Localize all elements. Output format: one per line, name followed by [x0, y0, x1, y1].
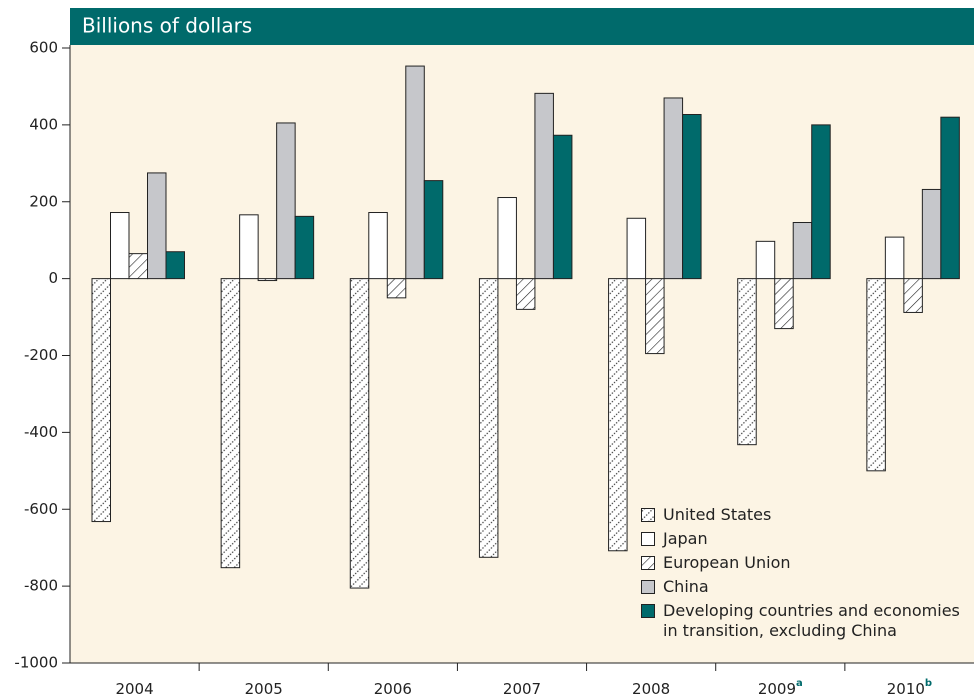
bar [608, 278, 628, 552]
y-tick-label: -400 [24, 423, 58, 441]
bar [349, 278, 370, 589]
bar [866, 278, 886, 472]
legend-label: United States [663, 505, 772, 524]
y-tick-label: 600 [29, 39, 58, 57]
bar [165, 251, 185, 280]
legend-item: Japan [641, 529, 974, 549]
legend-label: Developing countries and economies in tr… [663, 601, 960, 640]
bar [921, 188, 942, 280]
bar [682, 113, 702, 280]
x-tick-label: 2005 [245, 680, 283, 698]
category-note: a [796, 678, 803, 689]
category-label: 2010 [887, 680, 925, 698]
bar [737, 278, 757, 446]
bar [405, 65, 425, 280]
bar [645, 278, 665, 355]
category-label: 2004 [115, 680, 153, 698]
bar [626, 217, 647, 280]
x-tick-label: 2008 [632, 680, 670, 698]
bar [147, 172, 167, 280]
bar [276, 122, 296, 280]
legend: United States Japan European Union China Dev… [641, 505, 974, 645]
legend-swatch [641, 508, 655, 522]
legend-item: United States [641, 505, 974, 525]
legend-item: China [641, 577, 974, 597]
legend-swatch [641, 556, 655, 570]
bar [534, 92, 554, 280]
y-tick-label: -200 [24, 346, 58, 364]
chart-title: Billions of dollars [82, 14, 252, 38]
bar [423, 180, 444, 280]
category-label: 2005 [245, 680, 283, 698]
bar [91, 278, 111, 523]
category-label: 2007 [503, 680, 541, 698]
bar [239, 214, 259, 280]
bar [811, 124, 831, 280]
y-tick-label: -1000 [14, 654, 58, 672]
legend-label: China [663, 577, 709, 596]
y-tick-label: 200 [29, 192, 58, 210]
legend-swatch [641, 532, 655, 546]
legend-swatch [641, 580, 655, 594]
bar [220, 278, 241, 569]
y-tick-label: -800 [24, 577, 58, 595]
legend-item: Developing countries and economies in tr… [641, 601, 974, 641]
bar [294, 215, 315, 280]
legend-label: Japan [663, 529, 708, 548]
bar [110, 212, 130, 280]
legend-label: European Union [663, 553, 791, 572]
bar [515, 278, 536, 310]
category-label: 2008 [632, 680, 670, 698]
bar [386, 278, 407, 299]
x-tick-label: 2009a [758, 678, 803, 698]
bar [368, 212, 388, 280]
legend-swatch [641, 604, 655, 618]
x-tick-label: 2004 [115, 680, 153, 698]
x-tick-label: 2007 [503, 680, 541, 698]
bar [497, 197, 517, 280]
bar [257, 278, 278, 282]
legend-item: European Union [641, 553, 974, 573]
bar [663, 97, 684, 280]
y-tick-label: 400 [29, 115, 58, 133]
header-bar [70, 8, 974, 45]
bar [552, 134, 573, 280]
bar [940, 116, 960, 280]
y-tick-label: -600 [24, 500, 58, 518]
bar [128, 253, 148, 280]
category-label: 2006 [374, 680, 412, 698]
bar [792, 222, 813, 280]
bar [755, 240, 776, 280]
x-tick-label: 2010b [887, 678, 932, 698]
y-tick-label: 0 [48, 269, 58, 287]
x-tick-label: 2006 [374, 680, 412, 698]
category-label: 2009 [758, 680, 796, 698]
bar [884, 236, 905, 280]
bar [903, 278, 923, 313]
bar [774, 278, 794, 330]
category-note: b [925, 678, 932, 689]
bar [478, 278, 499, 558]
